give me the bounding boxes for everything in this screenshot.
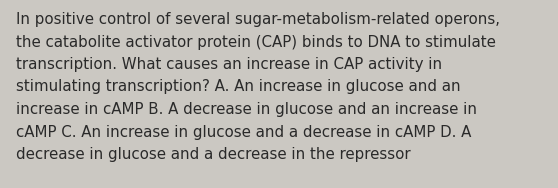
Text: In positive control of several sugar-metabolism-related operons,: In positive control of several sugar-met…: [16, 12, 499, 27]
Text: cAMP C. An increase in glucose and a decrease in cAMP D. A: cAMP C. An increase in glucose and a dec…: [16, 124, 471, 139]
Text: decrease in glucose and a decrease in the repressor: decrease in glucose and a decrease in th…: [16, 147, 410, 162]
Text: the catabolite activator protein (CAP) binds to DNA to stimulate: the catabolite activator protein (CAP) b…: [16, 35, 496, 49]
Text: stimulating transcription? A. An increase in glucose and an: stimulating transcription? A. An increas…: [16, 80, 460, 95]
Text: increase in cAMP B. A decrease in glucose and an increase in: increase in cAMP B. A decrease in glucos…: [16, 102, 477, 117]
Text: transcription. What causes an increase in CAP activity in: transcription. What causes an increase i…: [16, 57, 442, 72]
